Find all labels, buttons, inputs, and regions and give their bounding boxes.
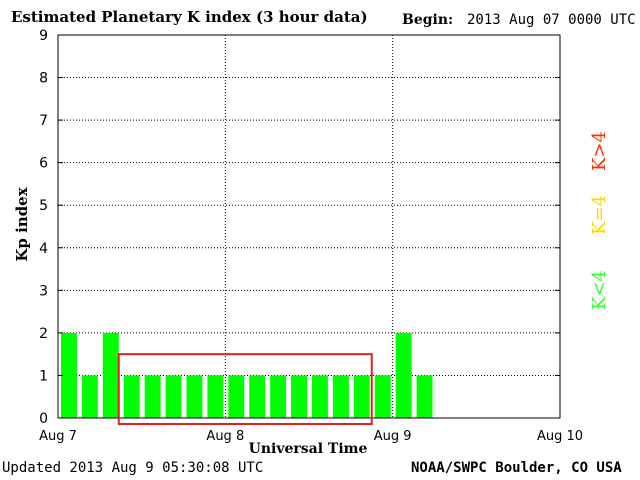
bar xyxy=(291,375,307,418)
y-tick-label: 3 xyxy=(39,283,48,299)
source-credit: NOAA/SWPC Boulder, CO USA xyxy=(411,460,622,476)
legend-k-eq-4: K=4 xyxy=(589,195,610,235)
bar xyxy=(353,375,370,418)
begin-value: 2013 Aug 07 0000 UTC xyxy=(467,12,636,28)
updated-timestamp: Updated 2013 Aug 9 05:30:08 UTC xyxy=(2,460,264,476)
legend-k-gt-4: K>4 xyxy=(589,131,610,171)
x-tick-label: Aug 7 xyxy=(39,429,77,444)
bar xyxy=(102,332,119,418)
y-tick-label: 6 xyxy=(39,156,48,172)
x-axis-label: Universal Time xyxy=(249,441,368,457)
bar xyxy=(123,375,140,418)
x-tick-label: Aug 10 xyxy=(537,429,583,444)
bar xyxy=(228,375,245,418)
bar xyxy=(186,375,203,418)
y-tick-label: 4 xyxy=(39,241,48,257)
y-tick-label: 7 xyxy=(39,113,48,129)
bar xyxy=(312,375,328,418)
begin-label: Begin: xyxy=(402,12,454,28)
bar xyxy=(416,375,433,418)
y-tick-label: 5 xyxy=(39,198,48,214)
bar xyxy=(270,375,287,418)
bar xyxy=(374,375,391,418)
bar xyxy=(395,332,412,418)
chart-title: Estimated Planetary K index (3 hour data… xyxy=(11,8,368,26)
highlight-box xyxy=(117,353,373,425)
y-tick-label: 1 xyxy=(39,368,48,384)
bar xyxy=(144,375,161,418)
bar xyxy=(81,375,98,418)
bar xyxy=(207,375,224,418)
bar xyxy=(249,375,266,418)
x-tick-label: Aug 9 xyxy=(374,429,412,444)
bar xyxy=(165,375,182,418)
x-tick-label: Aug 8 xyxy=(206,429,244,444)
y-tick-label: 2 xyxy=(39,326,48,342)
y-tick-label: 9 xyxy=(39,28,48,44)
legend-k-lt-4: K<4 xyxy=(589,270,610,310)
y-tick-label: 0 xyxy=(39,411,48,427)
bar xyxy=(61,332,77,418)
plot-frame xyxy=(57,34,561,419)
y-axis-label: Kp index xyxy=(13,186,31,261)
bar xyxy=(332,375,349,418)
y-tick-label: 8 xyxy=(39,71,48,87)
